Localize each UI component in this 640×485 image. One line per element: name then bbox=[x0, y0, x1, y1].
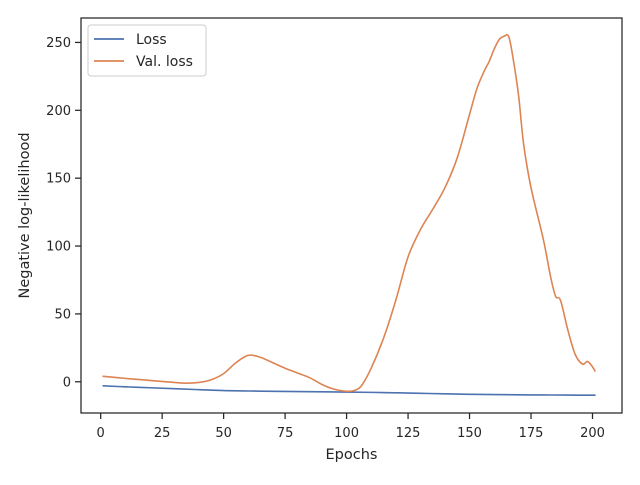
y-tick-label: 0 bbox=[63, 375, 71, 390]
y-axis-label: Negative log-likelihood bbox=[17, 132, 33, 298]
x-tick-label: 200 bbox=[580, 426, 605, 441]
x-tick-label: 125 bbox=[396, 426, 421, 441]
x-axis: 0 25 50 75 100 125 150 175 200 bbox=[97, 413, 605, 441]
x-tick-label: 150 bbox=[457, 426, 482, 441]
legend-label-val-loss: Val. loss bbox=[136, 54, 193, 70]
x-tick-label: 75 bbox=[277, 426, 294, 441]
series-line-loss bbox=[102, 385, 596, 397]
x-tick-label: 25 bbox=[154, 426, 171, 441]
y-tick-label: 250 bbox=[46, 36, 71, 51]
y-tick-label: 200 bbox=[46, 104, 71, 119]
x-tick-label: 100 bbox=[334, 426, 359, 441]
x-tick-label: 0 bbox=[97, 426, 105, 441]
x-axis-label: Epochs bbox=[326, 447, 378, 463]
plot-background bbox=[81, 18, 622, 413]
plot-frame bbox=[80, 17, 623, 414]
legend-label-loss: Loss bbox=[136, 32, 167, 48]
y-tick-label: 100 bbox=[46, 240, 71, 255]
series-line-val-loss bbox=[102, 33, 596, 393]
legend-box bbox=[87, 24, 207, 77]
y-axis: 0 50 100 150 200 250 bbox=[46, 36, 81, 390]
y-tick-label: 50 bbox=[54, 307, 71, 322]
series-layer bbox=[102, 33, 596, 397]
x-tick-label: 50 bbox=[215, 426, 232, 441]
y-tick-label: 150 bbox=[46, 172, 71, 187]
legend: Loss Val. loss bbox=[87, 24, 207, 77]
x-tick-label: 175 bbox=[519, 426, 544, 441]
